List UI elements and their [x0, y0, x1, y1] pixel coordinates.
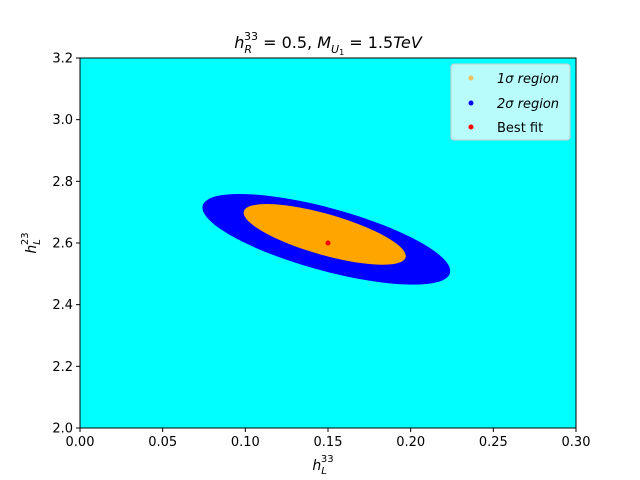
- y-axis-ticks: 2.0 2.2 2.4 2.6 2.8 3.0 3.2: [52, 52, 80, 437]
- best-fit-point: [325, 240, 331, 246]
- best-fit-points: [325, 240, 331, 246]
- chart-title: hR33 = 0.5, MU1 = 1.5TeV: [234, 30, 423, 57]
- legend-marker-2sigma: [468, 100, 474, 106]
- region-1sigma: [243, 204, 406, 265]
- x-tick-label: 0.00: [66, 435, 95, 450]
- y-tick-label: 3.0: [52, 113, 73, 128]
- legend-label-best-fit: Best fit: [497, 121, 543, 136]
- legend-marker-1sigma: [468, 75, 474, 81]
- legend-marker-best-fit: [468, 124, 474, 130]
- legend-label-2sigma: 2σ region: [497, 97, 559, 112]
- legend: 1σ region 2σ region Best fit: [450, 63, 571, 141]
- legend-label-1sigma: 1σ region: [497, 72, 559, 87]
- x-tick-label: 0.05: [148, 435, 177, 450]
- x-tick-label: 0.25: [479, 435, 508, 450]
- y-tick-label: 2.4: [52, 298, 73, 313]
- y-tick-label: 2.0: [52, 422, 73, 437]
- y-tick-label: 3.2: [52, 52, 73, 67]
- x-tick-label: 0.20: [396, 435, 425, 450]
- y-tick-label: 2.2: [52, 360, 73, 375]
- x-axis-label: hL33: [312, 454, 333, 477]
- legend-box: [450, 63, 571, 141]
- x-axis-ticks: 0.00 0.05 0.10 0.15 0.20 0.25 0.30: [66, 428, 591, 450]
- x-tick-label: 0.30: [562, 435, 591, 450]
- y-tick-label: 2.8: [52, 175, 73, 190]
- confidence-regions: [202, 194, 451, 285]
- y-tick-label: 2.6: [52, 237, 73, 252]
- x-tick-label: 0.10: [231, 435, 260, 450]
- y-axis-label: hL23: [20, 232, 43, 253]
- x-tick-label: 0.15: [314, 435, 343, 450]
